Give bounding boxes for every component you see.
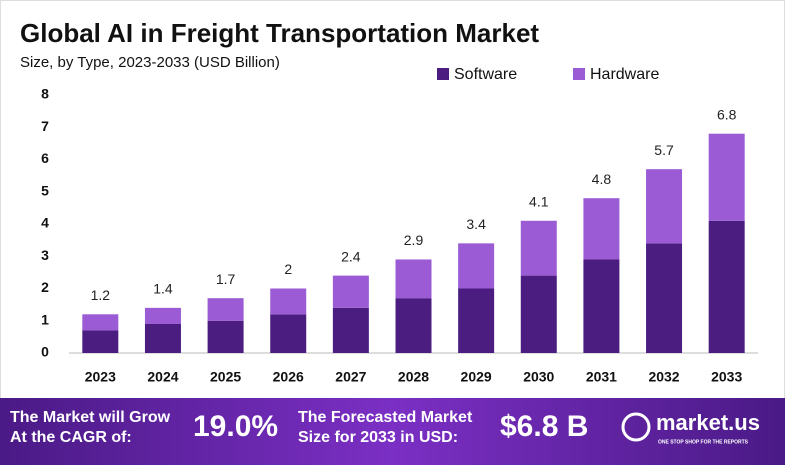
cagr-value: 19.0% (193, 410, 278, 443)
bar-segment (332, 307, 369, 353)
total-label: 5.7 (654, 142, 674, 158)
y-tick-label: 2 (41, 279, 49, 295)
x-tick-label: 2031 (586, 369, 617, 385)
bar-segment (207, 320, 244, 353)
x-tick-label: 2024 (147, 369, 178, 385)
total-label: 2.9 (404, 232, 424, 248)
total-label: 1.2 (91, 287, 111, 303)
bar-segment (646, 243, 683, 353)
bar-segment (583, 198, 620, 260)
brand-logo (621, 412, 651, 442)
total-label: 1.7 (216, 271, 236, 287)
bar-segment (646, 169, 683, 244)
footer: The Market will Grow At the CAGR of: 19.… (10, 409, 760, 446)
bar-segment (520, 275, 557, 353)
total-label: 2 (284, 261, 292, 277)
bar-segment (270, 314, 307, 353)
x-tick-label: 2032 (648, 369, 679, 385)
bar-segment (144, 323, 181, 353)
y-tick-label: 6 (41, 150, 49, 166)
total-label: 4.8 (592, 171, 612, 187)
chart-subtitle: Size, by Type, 2023-2033 (USD Billion) (20, 54, 280, 71)
x-tick-label: 2033 (711, 369, 742, 385)
y-tick-label: 8 (41, 86, 49, 102)
bar-segment (144, 307, 181, 324)
bar-segment (520, 220, 557, 276)
bar-segment (82, 330, 119, 353)
bar-segment (395, 298, 432, 353)
x-tick-label: 2026 (273, 369, 304, 385)
x-tick-label: 2030 (523, 369, 554, 385)
bar-segment (708, 133, 745, 221)
forecast-text: Size for 2033 in USD: (298, 429, 458, 446)
cagr-text: The Market will Grow (10, 409, 171, 426)
cagr-text: At the CAGR of: (10, 429, 132, 446)
legend-swatch (437, 68, 449, 80)
bar-segment (583, 259, 620, 353)
forecast-text: The Forecasted Market (298, 409, 473, 426)
bar-segment (207, 298, 244, 321)
x-tick-label: 2025 (210, 369, 241, 385)
y-tick-label: 0 (41, 344, 49, 360)
total-label: 2.4 (341, 248, 361, 264)
x-tick-label: 2023 (85, 369, 116, 385)
forecast-value: $6.8 B (500, 410, 588, 443)
total-label: 1.4 (153, 281, 173, 297)
bar-segment (458, 243, 495, 289)
y-tick-label: 5 (41, 182, 49, 198)
x-tick-label: 2029 (461, 369, 492, 385)
y-tick-label: 1 (41, 311, 49, 327)
y-tick-label: 7 (41, 118, 49, 134)
y-tick-label: 3 (41, 247, 49, 263)
bar-segment (270, 288, 307, 315)
brand: market.us (656, 410, 760, 435)
y-tick-label: 4 (41, 215, 49, 231)
bar-segment (332, 275, 369, 308)
bar-segment (82, 314, 119, 331)
bar-segment (395, 259, 432, 299)
legend-label: Software (454, 66, 517, 83)
tagline: ONE STOP SHOP FOR THE REPORTS (658, 439, 749, 445)
x-tick-label: 2027 (335, 369, 366, 385)
footer-banner (0, 398, 785, 465)
chart-title: Global AI in Freight Transportation Mark… (20, 18, 539, 48)
bar-segment (458, 288, 495, 353)
legend-swatch (573, 68, 585, 80)
total-label: 3.4 (466, 216, 486, 232)
bar-segment (708, 220, 745, 353)
total-label: 4.1 (529, 193, 549, 209)
x-tick-label: 2028 (398, 369, 429, 385)
legend-label: Hardware (590, 66, 659, 83)
total-label: 6.8 (717, 106, 737, 122)
